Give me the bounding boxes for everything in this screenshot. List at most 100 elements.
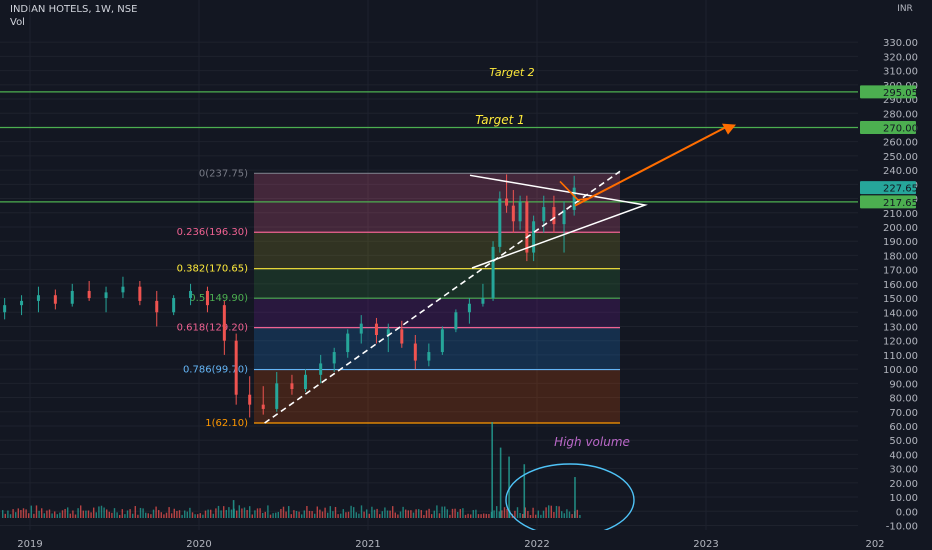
volume-bar (35, 505, 38, 518)
price-tick-label: 80.00 (889, 394, 918, 405)
volume-bar (488, 513, 490, 518)
volume-bar (100, 505, 103, 518)
candle-body (386, 329, 390, 336)
fib-zone (254, 268, 620, 299)
volume-bar (508, 456, 510, 518)
time-tick-label: 2022 (524, 539, 549, 550)
volume-bar (493, 510, 495, 518)
price-tick-label: 110.00 (883, 351, 918, 362)
volume-bar (332, 511, 334, 518)
volume-bar (423, 514, 425, 518)
volume-bar (4, 513, 6, 518)
candle-body (427, 352, 431, 361)
volume-bar (373, 509, 376, 518)
price-tick-label: 310.00 (883, 67, 918, 78)
candle-body (172, 298, 176, 313)
candle-body (532, 221, 536, 253)
volume-bar (189, 507, 191, 518)
volume-bar (90, 512, 92, 518)
price-tick-label: 90.00 (889, 379, 918, 390)
price-label: 227.65 (883, 184, 918, 195)
volume-bar (15, 512, 17, 518)
volume-bar (381, 511, 383, 518)
volume-bar (111, 512, 113, 518)
volume-bar (251, 514, 253, 518)
fib-level-label: 0.618(129.20) (177, 323, 249, 334)
volume-bar (574, 477, 576, 518)
volume-bar (137, 514, 139, 518)
volume-bar (194, 514, 196, 518)
candle-body (562, 209, 566, 225)
price-tick-label: 210.00 (883, 209, 918, 220)
volume-bar (418, 509, 420, 518)
candle-body (511, 205, 515, 222)
volume-bar (321, 511, 324, 518)
volume-bar (20, 510, 22, 518)
volume-bar (360, 505, 363, 518)
volume-bar (215, 508, 217, 518)
volume-bar (314, 513, 316, 518)
volume-bar (61, 510, 64, 518)
volume-bar (454, 508, 456, 518)
volume-bar (46, 510, 48, 518)
volume-bar (402, 506, 404, 518)
volume-bar (566, 509, 568, 518)
volume-bar (225, 510, 227, 518)
volume-bar (397, 514, 399, 518)
candle-body (104, 292, 108, 299)
volume-bar (441, 506, 443, 518)
price-tick-label: 320.00 (883, 52, 918, 63)
candle-body (413, 343, 417, 361)
volume-bar (420, 510, 422, 518)
volume-bar (379, 514, 381, 518)
volume-bar (295, 510, 298, 518)
candle-body (440, 329, 444, 353)
volume-bar (33, 513, 35, 518)
volume-bar (324, 507, 326, 518)
volume-bar (428, 508, 430, 518)
arrow-line (574, 125, 729, 207)
candle-body (275, 383, 279, 409)
volume-bar (298, 511, 300, 518)
candle-body (155, 300, 159, 313)
volume-bar (523, 464, 526, 518)
volume-bar (108, 511, 110, 518)
volume-bar (288, 506, 290, 518)
volume-bar (540, 514, 542, 518)
volume-bar (238, 505, 240, 518)
volume-bar (392, 506, 394, 518)
candle-body (234, 340, 238, 395)
volume-bar (202, 514, 204, 518)
volume-bar (282, 506, 285, 518)
volume-bar (272, 513, 274, 518)
volume-bar (147, 513, 149, 518)
candle-body (491, 246, 495, 299)
volume-bar (340, 513, 342, 518)
candle-body (319, 363, 323, 375)
volume-bar (345, 512, 347, 518)
volume-bar (329, 506, 331, 518)
price-tick-label: 190.00 (883, 237, 918, 248)
volume-bar (550, 505, 552, 518)
fib-zone (254, 369, 620, 423)
volume-bar (306, 505, 308, 518)
volume-bar (7, 510, 9, 518)
candle-body (36, 295, 40, 301)
trend-line (264, 170, 621, 424)
currency-label: INR (897, 4, 913, 14)
volume-bar (568, 511, 571, 518)
volume-bar (132, 513, 134, 518)
volume-bar (9, 514, 12, 518)
volume-bar (168, 507, 170, 518)
volume-bar (464, 514, 467, 518)
price-label-bg (860, 195, 916, 209)
price-tick-label: 30.00 (889, 465, 918, 476)
volume-bar (126, 510, 129, 518)
volume-bar (186, 511, 188, 518)
volume-bar (444, 506, 446, 518)
volume-bar (290, 514, 292, 518)
volume-bar (475, 509, 477, 518)
volume-bar (158, 510, 160, 518)
candle-body (346, 333, 350, 353)
